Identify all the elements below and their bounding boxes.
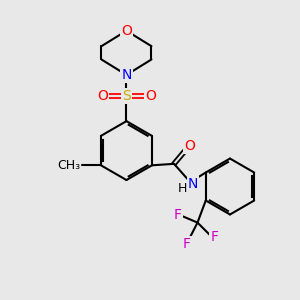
Text: O: O	[97, 89, 108, 103]
Text: S: S	[122, 89, 131, 103]
Text: F: F	[183, 237, 191, 251]
Text: N: N	[121, 68, 132, 82]
Text: CH₃: CH₃	[57, 159, 80, 172]
Text: H: H	[177, 182, 187, 195]
Text: O: O	[145, 89, 156, 103]
Text: N: N	[188, 177, 198, 190]
Text: O: O	[121, 24, 132, 38]
Text: O: O	[184, 139, 195, 153]
Text: F: F	[210, 230, 218, 244]
Text: F: F	[174, 208, 182, 222]
